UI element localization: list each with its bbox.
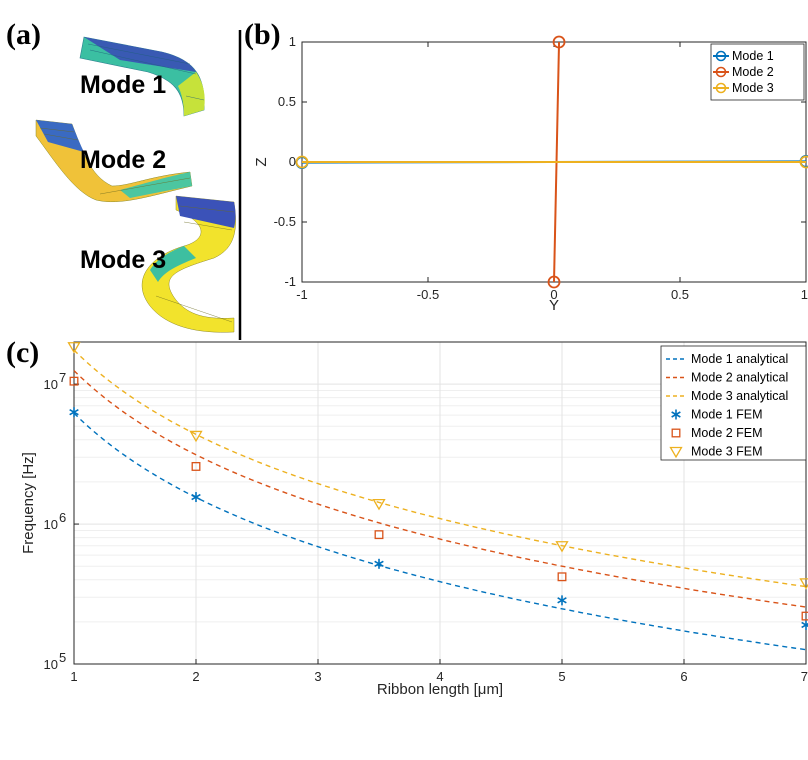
fem-triangle-marker (372, 498, 386, 511)
panel-b-ytick-label: -1 (284, 274, 296, 289)
panel-c-tag: (c) (6, 336, 39, 369)
panel-b-xtick-label: -0.5 (417, 287, 439, 302)
panel-b-xtick-label: 0.5 (671, 287, 689, 302)
mode1-label: Mode 1 (80, 71, 166, 99)
panel-b-xtick-label: -1 (296, 287, 308, 302)
legend-marker (715, 66, 727, 78)
panel-c-xtick-label: 3 (314, 669, 321, 684)
panel-b-ylabel: Z (253, 157, 270, 166)
mode3-ribbon-image (141, 195, 236, 333)
panel-c-series (67, 342, 808, 651)
panel-c-xlabel: Ribbon length [μm] (377, 681, 503, 698)
fem-asterisk-marker (69, 407, 79, 418)
panel-c-xtick-label: 6 (680, 669, 687, 684)
panel-b-ytick-label: 0 (289, 154, 296, 169)
asterisk-stroke (69, 409, 79, 416)
asterisk-stroke (671, 411, 681, 418)
panel-c-ytick-exponent: 5 (59, 650, 66, 665)
fem-asterisk-marker (671, 409, 681, 420)
fem-square-marker (69, 376, 79, 386)
legend-label: Mode 1 analytical (691, 352, 788, 366)
fem-square-marker (671, 428, 681, 438)
panel-b-marker-3 (799, 155, 808, 169)
fem-triangle-marker (189, 430, 203, 443)
mode2-label: Mode 2 (80, 146, 166, 174)
legend-marker (715, 50, 727, 62)
panel-c-analytical-line-2 (73, 370, 807, 608)
asterisk-stroke (801, 622, 808, 629)
legend-label: Mode 3 analytical (691, 389, 788, 403)
legend-label: Mode 3 (732, 81, 774, 95)
fem-triangle-marker (799, 578, 808, 590)
panel-b-marker-2 (552, 35, 566, 49)
panel-b-legend: Mode 1 Mode 2 Mode 3 (710, 43, 805, 101)
legend-label: Mode 2 FEM (691, 426, 763, 440)
legend-label: Mode 1 FEM (691, 408, 763, 422)
mode1-ribbon-image (79, 36, 205, 117)
panel-b-ytick-label: -0.5 (274, 214, 296, 229)
panel-a-tag: (a) (6, 18, 41, 51)
panel-b-ytick-label: 1 (289, 34, 296, 49)
legend-label: Mode 3 FEM (691, 445, 763, 459)
fem-triangle-marker (555, 541, 569, 553)
fem-square-marker (191, 462, 201, 471)
panel-b-xlabel: Y (549, 297, 559, 314)
mode2-ribbon-image (35, 119, 193, 203)
legend-label: Mode 2 analytical (691, 371, 788, 385)
panel-c-ytick-label: 10 (44, 657, 58, 672)
panel-c-legend: Mode 1 analytical Mode 2 analytical Mode 3… (660, 345, 807, 461)
panel-c-ytick-exponent: 7 (59, 370, 66, 385)
panel-c-ytick-exponent: 6 (59, 510, 66, 525)
panel-b-xtick-label: 0 (550, 287, 557, 302)
panel-b-marker-2 (547, 275, 561, 289)
panel-c-ylabel: Frequency [Hz] (20, 452, 37, 554)
panel-b-series (295, 35, 808, 289)
legend-label: Mode 1 (732, 49, 774, 63)
panel-c-xtick-label: 2 (192, 669, 199, 684)
panel-c-xtick-label: 5 (558, 669, 565, 684)
panel-c-xtick-label: 1 (70, 669, 77, 684)
fem-square-marker (801, 611, 808, 621)
panel-c-ytick-label: 10 (44, 517, 58, 532)
panel-c-xtick-label: 7 (801, 669, 808, 684)
legend-marker (715, 82, 727, 94)
fem-square-marker (557, 572, 567, 582)
fem-square-marker (374, 530, 384, 540)
asterisk-stroke (557, 597, 567, 604)
panel-b-xtick-label: 1 (801, 287, 808, 302)
panel-c-ytick-label: 10 (44, 377, 58, 392)
panel-a: (a) Mode 1 Mode 2 Mode 3 (6, 18, 236, 333)
fem-asterisk-marker (374, 558, 384, 569)
fem-triangle-marker (669, 446, 683, 459)
fem-asterisk-marker (801, 619, 808, 630)
asterisk-stroke (374, 560, 384, 567)
fem-asterisk-marker (557, 595, 567, 606)
panel-b-marker-3 (295, 155, 309, 169)
fem-triangle-marker (67, 342, 81, 354)
panel-c-analytical-line-3 (73, 349, 807, 588)
panel-b-tag: (b) (244, 18, 281, 51)
mode3-label: Mode 3 (80, 246, 166, 274)
asterisk-stroke (191, 493, 201, 501)
legend-label: Mode 2 (732, 65, 774, 79)
panel-b: (b) -1 -0.5 0 0.5 1-1-0.500.51 Y Z Mode 1Mod… (244, 18, 808, 314)
panel-b-ytick-label: 0.5 (278, 94, 296, 109)
panel-b-ticks: -1 -0.5 0 0.5 1 -1 -0.5 0 0.5 1 (274, 34, 808, 302)
fem-asterisk-marker (191, 492, 201, 503)
panel-c-xtick-label: 4 (436, 669, 443, 684)
